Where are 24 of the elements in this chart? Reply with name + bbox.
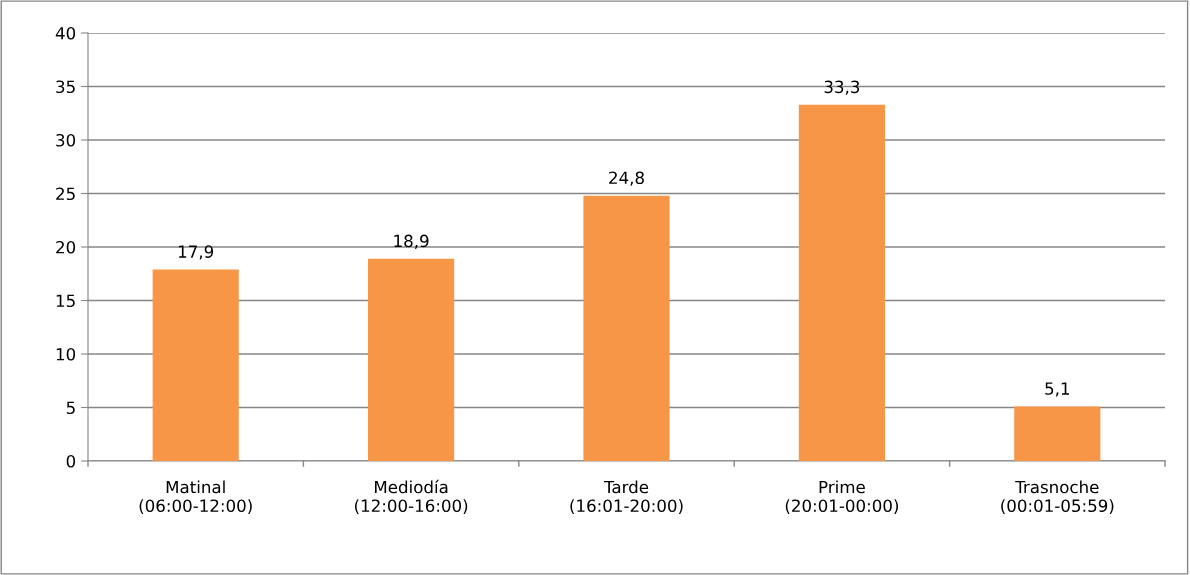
x-tick-label: Tarde (16:01-20:00) xyxy=(570,480,683,514)
y-tick-label: 35 xyxy=(56,80,75,94)
data-label: 33,3 xyxy=(824,80,860,95)
y-tick-label: 5 xyxy=(66,401,75,415)
x-tick-label: Matinal (06:00-12:00) xyxy=(139,480,252,514)
y-tick-label: 40 xyxy=(55,26,76,40)
x-tick-label: Trasnoche (00:01-05:59) xyxy=(1001,480,1114,514)
bar xyxy=(798,104,885,461)
bar xyxy=(152,269,239,461)
data-label: 17,9 xyxy=(178,245,214,260)
y-tick-label: 25 xyxy=(56,187,75,201)
data-label: 24,8 xyxy=(609,171,644,186)
x-tick-label: Mediodía (12:00-16:00) xyxy=(354,479,468,514)
data-label: 18,9 xyxy=(394,234,429,249)
y-tick-label: 20 xyxy=(56,240,76,254)
bar xyxy=(368,258,455,461)
x-tick-label: Prime (20:01-00:00) xyxy=(785,480,899,514)
y-tick-label: 15 xyxy=(56,294,75,308)
bar xyxy=(583,195,670,461)
y-tick-label: 0 xyxy=(66,454,76,468)
bar xyxy=(1014,406,1101,461)
data-label: 5,1 xyxy=(1045,382,1070,397)
y-tick-label: 30 xyxy=(56,133,76,147)
y-tick-label: 10 xyxy=(56,347,76,361)
